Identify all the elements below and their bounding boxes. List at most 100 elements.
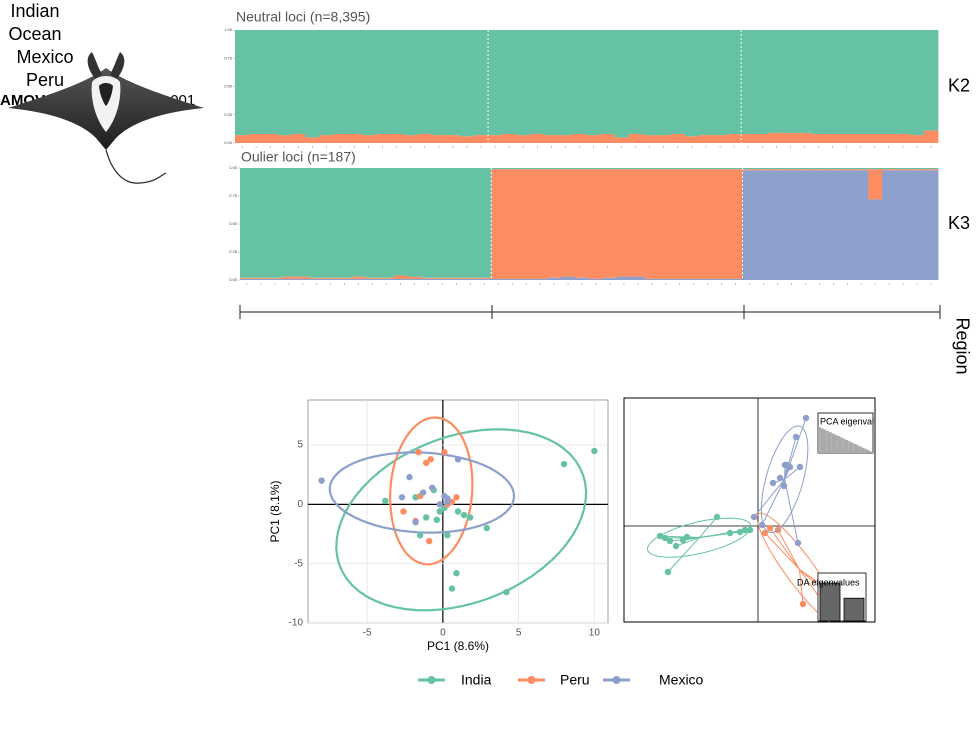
legend-swatch-dot xyxy=(428,676,436,684)
point xyxy=(426,538,432,544)
ancestry-segment xyxy=(783,30,797,133)
ancestry-segment xyxy=(477,279,491,280)
ancestry-segment xyxy=(533,169,547,279)
ancestry-segment xyxy=(249,134,263,143)
point xyxy=(412,519,418,525)
ancestry-segment xyxy=(770,168,784,169)
point xyxy=(777,475,783,481)
ancestry-segment xyxy=(784,170,798,280)
ancestry-segment xyxy=(404,135,418,143)
ancestry-segment xyxy=(769,133,783,143)
ancestry-segment xyxy=(291,30,305,134)
point xyxy=(803,415,809,421)
ancestry-segment xyxy=(811,30,825,134)
eigen-bar xyxy=(821,428,824,453)
ancestry-segment xyxy=(519,279,533,280)
ancestry-segment xyxy=(701,168,715,169)
ancestry-segment xyxy=(404,30,418,135)
ancestry-segment xyxy=(882,30,896,134)
ancestry-segment xyxy=(896,170,910,280)
y-tick-label: 0.25 xyxy=(229,249,238,254)
eigen-bar xyxy=(840,437,843,453)
ancestry-segment xyxy=(701,279,715,280)
ancestry-segment xyxy=(291,134,305,143)
point xyxy=(727,530,733,536)
ancestry-segment xyxy=(755,134,769,143)
ancestry-segment xyxy=(840,134,854,143)
ancestry-segment xyxy=(910,170,924,280)
ancestry-segment xyxy=(249,30,263,134)
point xyxy=(800,601,806,607)
legend-swatch-dot xyxy=(613,676,621,684)
y-tick-label: 0.50 xyxy=(224,84,233,89)
eigen-bar xyxy=(851,443,854,453)
legend-label: Peru xyxy=(560,672,590,688)
point xyxy=(441,449,447,455)
point xyxy=(680,537,686,543)
ancestry-segment xyxy=(743,168,757,169)
ancestry-segment xyxy=(673,168,687,169)
ancestry-segment xyxy=(826,168,840,169)
ancestry-segment xyxy=(687,168,701,169)
ancestry-segment xyxy=(603,168,617,169)
ancestry-segment xyxy=(449,168,463,278)
inset-title: PCA eigenvalues xyxy=(820,416,889,426)
ancestry-segment xyxy=(408,279,422,280)
ancestry-segment xyxy=(277,135,291,143)
legend-label: India xyxy=(461,672,492,688)
ancestry-segment xyxy=(797,30,811,133)
eigen-bar xyxy=(844,598,864,621)
ancestry-segment xyxy=(488,30,502,135)
ancestry-segment xyxy=(558,30,572,135)
ancestry-segment xyxy=(868,168,882,169)
region-axis-title: Region xyxy=(952,317,972,374)
point xyxy=(561,461,567,467)
ancestry-segment xyxy=(924,168,938,169)
ancestry-segment xyxy=(460,30,474,136)
y-tick-label: 0.00 xyxy=(224,140,233,145)
ancestry-segment xyxy=(826,170,840,280)
ancestry-segment xyxy=(254,279,268,280)
ancestry-segment xyxy=(687,169,701,279)
ancestry-segment xyxy=(352,279,366,280)
ancestry-segment xyxy=(645,279,659,280)
ancestry-segment xyxy=(587,135,601,143)
ancestry-segment xyxy=(812,169,826,170)
ancestry-segment xyxy=(561,277,575,280)
eigen-bar xyxy=(818,427,821,453)
ancestry-segment xyxy=(811,134,825,143)
y-tick-label: 0.25 xyxy=(224,112,233,117)
ancestry-segment xyxy=(338,279,352,280)
eigen-bar xyxy=(865,449,868,453)
point xyxy=(455,456,461,462)
ancestry-segment xyxy=(240,168,254,278)
ancestry-segment xyxy=(263,30,277,134)
point xyxy=(797,464,803,470)
point xyxy=(420,489,426,495)
point xyxy=(453,494,459,500)
ancestry-segment xyxy=(421,278,435,279)
ancestry-segment xyxy=(713,30,727,135)
ancestry-segment xyxy=(882,134,896,143)
ancestry-segment xyxy=(631,168,645,169)
chart: Neutral loci (n=8,395)K20.000.250.500.75… xyxy=(0,0,980,730)
ancestry-segment xyxy=(516,135,530,143)
ancestry-segment xyxy=(769,30,783,133)
ancestry-segment xyxy=(575,168,589,169)
point xyxy=(437,508,443,514)
ancestry-segment xyxy=(435,278,449,279)
ancestry-segment xyxy=(505,169,519,279)
ancestry-segment xyxy=(432,30,446,135)
ancestry-segment xyxy=(435,279,449,280)
point xyxy=(461,512,467,518)
ancestry-segment xyxy=(505,168,519,169)
ancestry-segment xyxy=(324,279,338,280)
ancestry-segment xyxy=(421,279,435,280)
ancestry-segment xyxy=(282,277,296,279)
ancestry-segment xyxy=(755,30,769,134)
ancestry-segment xyxy=(516,30,530,135)
ancestry-segment xyxy=(477,168,491,278)
ancestry-segment xyxy=(491,168,505,169)
ancestry-segment xyxy=(240,278,254,279)
y-tick-label: -5 xyxy=(294,558,303,569)
